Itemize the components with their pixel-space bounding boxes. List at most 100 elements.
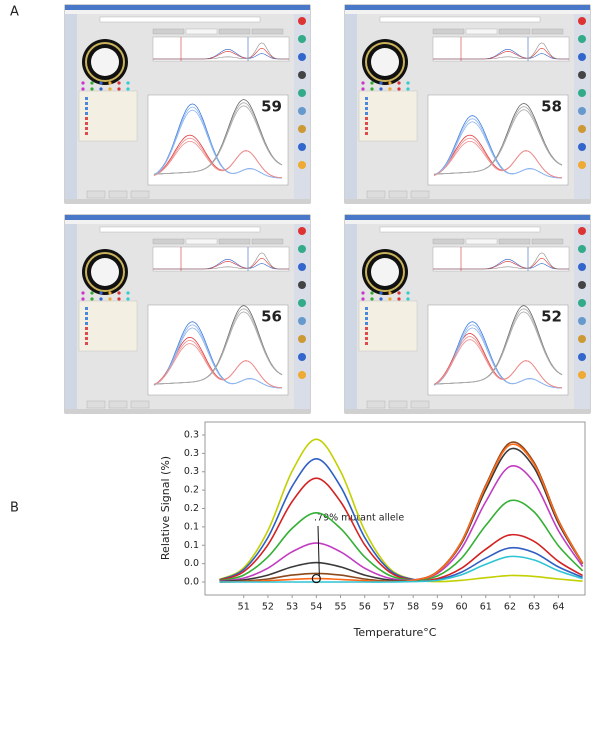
dye-dot <box>90 87 94 91</box>
toolbar-icon <box>578 335 586 343</box>
curve <box>433 311 563 385</box>
x-axis-label: Temperature°C <box>353 626 437 639</box>
dye-dot <box>90 297 94 301</box>
left-nav <box>65 224 77 413</box>
sample-list <box>78 90 138 142</box>
screenshot: 59 <box>64 4 311 204</box>
dye-dot <box>108 87 112 91</box>
x-tick-label: 61 <box>480 602 492 613</box>
tab <box>251 28 284 35</box>
dye-dot <box>108 297 112 301</box>
toolbar-icon <box>578 353 586 361</box>
dye-dot <box>379 87 383 91</box>
tab <box>152 238 185 245</box>
tab <box>251 238 284 245</box>
dye-dot <box>90 291 94 295</box>
screenshot: 52 <box>344 214 591 414</box>
dye-dot <box>397 297 401 301</box>
toolbar-icon <box>298 143 306 151</box>
button <box>366 190 386 199</box>
dye-dot <box>388 87 392 91</box>
sample-swatch <box>85 112 88 115</box>
sample-swatch <box>365 122 368 125</box>
dye-dot <box>361 291 365 295</box>
toolbar-icon <box>578 161 586 169</box>
sample-swatch <box>365 127 368 130</box>
toolbar-icon <box>578 35 586 43</box>
sample-swatch <box>85 127 88 130</box>
menu-bar <box>345 10 590 14</box>
toolbar-icon <box>578 143 586 151</box>
dye-dot <box>397 81 401 85</box>
status-bar <box>345 409 590 413</box>
toolbar-icon <box>298 353 306 361</box>
run-number: 58 <box>541 98 562 116</box>
series-line <box>219 477 583 582</box>
annotation-circle <box>311 573 321 584</box>
curve <box>153 109 282 179</box>
curve <box>153 327 282 389</box>
toolbar-icon <box>298 125 306 133</box>
toolbar-icon <box>298 161 306 169</box>
dye-dot <box>81 291 85 295</box>
tab <box>185 28 218 35</box>
address-field <box>99 16 261 23</box>
sample-list <box>358 300 418 352</box>
curve <box>153 343 283 389</box>
x-tick-label: 52 <box>262 602 274 613</box>
tab <box>185 238 218 245</box>
tab <box>531 238 564 245</box>
dye-dot <box>406 297 410 301</box>
y-tick-label: 0.2 <box>184 503 199 514</box>
rotor-center <box>371 48 399 76</box>
button <box>108 190 128 199</box>
toolbar-icon <box>578 281 586 289</box>
sample-swatch <box>365 107 368 110</box>
toolbar-icon <box>298 227 306 235</box>
curve <box>153 105 283 175</box>
dye-dot <box>370 87 374 91</box>
series-line <box>219 499 584 582</box>
dye-dot <box>126 291 130 295</box>
x-tick-label: 54 <box>310 602 322 613</box>
button <box>108 400 128 409</box>
title-bar <box>65 5 310 10</box>
toolbar-icon <box>578 227 586 235</box>
address-field <box>379 226 541 233</box>
dye-dot <box>99 87 103 91</box>
sample-swatch <box>85 132 88 135</box>
y-tick-label: 0.3 <box>184 466 199 477</box>
sample-swatch <box>85 307 88 310</box>
tab <box>498 238 531 245</box>
rotor-ring <box>365 252 405 292</box>
dye-dot <box>388 291 392 295</box>
tab <box>465 238 498 245</box>
panel-label: B <box>10 501 19 516</box>
curve <box>433 109 563 175</box>
y-tick-label: 0.2 <box>184 485 199 496</box>
left-nav <box>65 14 77 203</box>
sample-swatch <box>365 312 368 315</box>
x-tick-label: 55 <box>334 602 346 613</box>
dye-dot <box>117 291 121 295</box>
x-tick-label: 58 <box>407 602 419 613</box>
title-bar <box>345 215 590 220</box>
sample-swatch <box>85 327 88 330</box>
dye-dot <box>388 81 392 85</box>
menu-bar <box>65 220 310 224</box>
toolbar-icon <box>578 89 586 97</box>
sample-swatch <box>365 97 368 100</box>
dye-dot <box>117 87 121 91</box>
annotation-arrow <box>317 525 320 576</box>
rotor-center <box>91 258 119 286</box>
rotor-ring <box>85 252 125 292</box>
sample-swatch <box>365 337 368 340</box>
toolbar-icon <box>298 371 306 379</box>
curve <box>433 339 563 389</box>
title-bar <box>345 5 590 10</box>
series-line <box>219 457 583 582</box>
run-number: 56 <box>261 308 282 326</box>
dye-dot <box>370 291 374 295</box>
sample-list <box>358 90 418 142</box>
sample-swatch <box>365 327 368 330</box>
